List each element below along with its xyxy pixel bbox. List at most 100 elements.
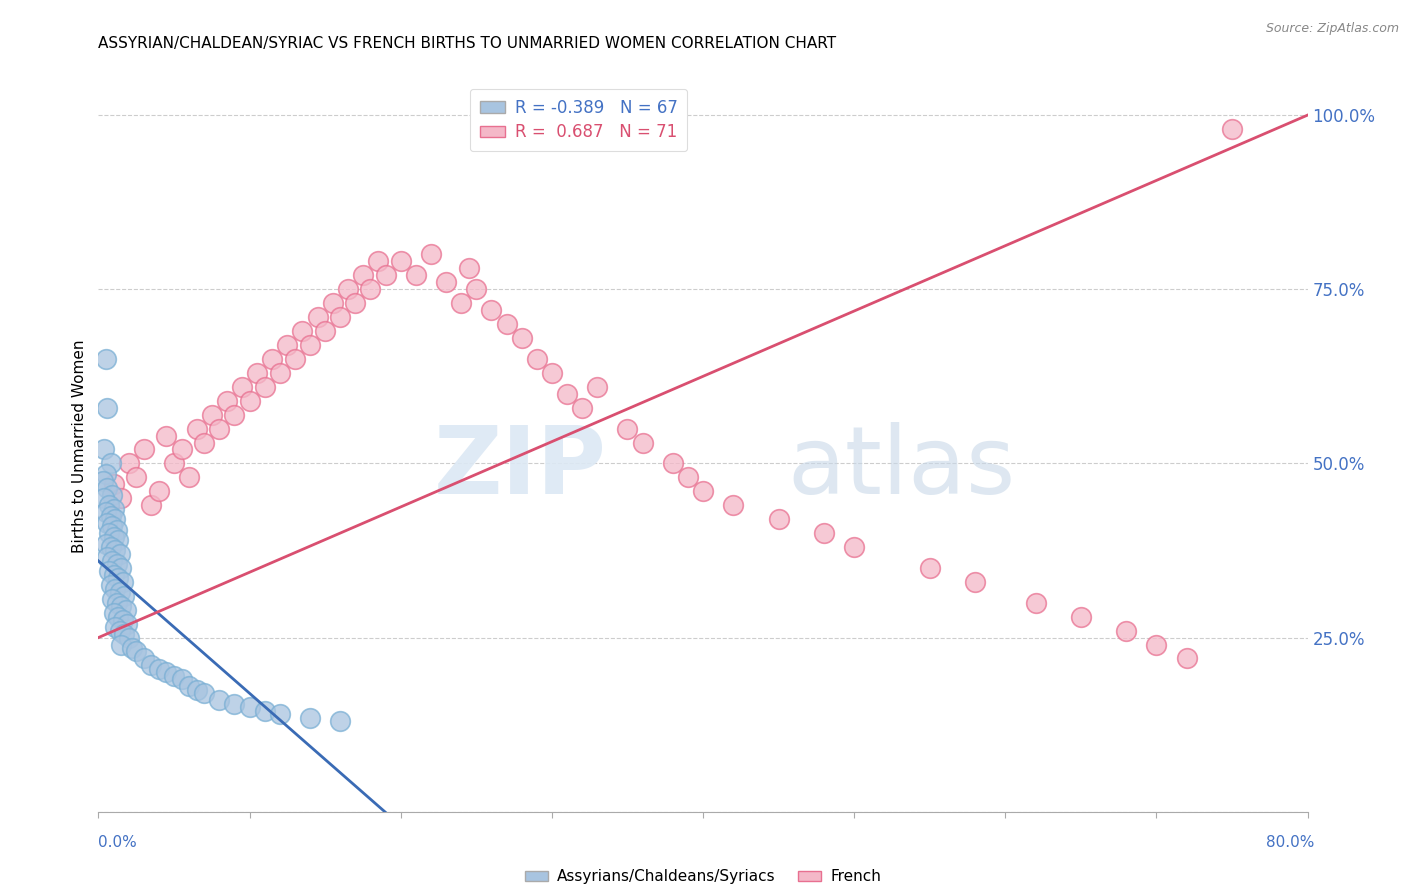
Point xyxy=(110,561,132,575)
Point xyxy=(208,693,231,707)
Point xyxy=(329,714,352,728)
Point xyxy=(555,386,578,401)
Point xyxy=(1024,596,1046,610)
Point xyxy=(179,470,201,484)
Point xyxy=(918,561,941,575)
Point xyxy=(155,428,177,442)
Point xyxy=(723,498,745,512)
Point xyxy=(115,616,138,631)
Point xyxy=(107,571,129,585)
Point xyxy=(215,393,238,408)
Point xyxy=(844,540,866,554)
Point xyxy=(104,620,127,634)
Text: 0.0%: 0.0% xyxy=(98,836,138,850)
Point xyxy=(94,536,117,550)
Point xyxy=(179,679,201,693)
Point xyxy=(262,351,284,366)
Point xyxy=(111,613,134,627)
Point xyxy=(94,351,117,366)
Point xyxy=(96,550,118,565)
Text: ASSYRIAN/CHALDEAN/SYRIAC VS FRENCH BIRTHS TO UNMARRIED WOMEN CORRELATION CHART: ASSYRIAN/CHALDEAN/SYRIAC VS FRENCH BIRTH… xyxy=(98,36,837,51)
Point xyxy=(108,547,131,561)
Point xyxy=(103,567,125,582)
Point xyxy=(98,498,121,512)
Point xyxy=(239,700,262,714)
Point xyxy=(105,558,128,572)
Point xyxy=(148,484,170,499)
Point xyxy=(141,498,163,512)
Point xyxy=(98,565,121,579)
Point xyxy=(389,254,412,268)
Point xyxy=(193,435,215,450)
Point xyxy=(121,640,143,655)
Text: ZIP: ZIP xyxy=(433,422,606,514)
Point xyxy=(107,533,129,547)
Point xyxy=(141,658,163,673)
Point xyxy=(465,282,488,296)
Point xyxy=(269,366,291,380)
Point xyxy=(284,351,307,366)
Point xyxy=(91,474,114,488)
Point xyxy=(692,484,714,499)
Point xyxy=(253,380,276,394)
Point xyxy=(1144,638,1167,652)
Text: 80.0%: 80.0% xyxy=(1267,836,1315,850)
Point xyxy=(103,501,125,516)
Point xyxy=(676,470,699,484)
Point xyxy=(155,665,177,680)
Point xyxy=(132,651,155,665)
Point xyxy=(114,603,136,617)
Point xyxy=(101,592,124,607)
Point xyxy=(148,662,170,676)
Point xyxy=(110,599,132,614)
Point xyxy=(112,627,135,641)
Point xyxy=(768,512,790,526)
Point xyxy=(125,470,148,484)
Point xyxy=(352,268,374,283)
Point xyxy=(193,686,215,700)
Point xyxy=(1070,609,1092,624)
Point xyxy=(586,380,609,394)
Point xyxy=(481,303,503,318)
Point xyxy=(96,401,118,415)
Point xyxy=(103,530,125,544)
Point xyxy=(108,624,131,638)
Point xyxy=(616,421,638,435)
Y-axis label: Births to Unmarried Women: Births to Unmarried Women xyxy=(72,339,87,553)
Point xyxy=(291,324,314,338)
Point xyxy=(118,457,141,471)
Point xyxy=(98,526,121,541)
Point xyxy=(420,247,443,261)
Point xyxy=(100,540,122,554)
Point xyxy=(201,408,224,422)
Point xyxy=(108,585,131,599)
Point xyxy=(246,366,269,380)
Point xyxy=(307,310,329,325)
Point xyxy=(125,644,148,658)
Point xyxy=(510,331,533,345)
Point xyxy=(170,673,193,687)
Point xyxy=(322,296,344,310)
Point xyxy=(526,351,548,366)
Point xyxy=(110,491,132,506)
Point xyxy=(965,574,987,589)
Point xyxy=(93,442,115,457)
Point xyxy=(540,366,562,380)
Point xyxy=(186,682,208,697)
Point xyxy=(132,442,155,457)
Point xyxy=(374,268,396,283)
Point xyxy=(336,282,359,296)
Point xyxy=(571,401,593,415)
Point xyxy=(276,338,298,352)
Point xyxy=(631,435,654,450)
Point xyxy=(100,578,122,592)
Point xyxy=(231,380,253,394)
Point xyxy=(101,554,124,568)
Point xyxy=(103,606,125,620)
Point xyxy=(360,282,382,296)
Point xyxy=(104,582,127,596)
Point xyxy=(1115,624,1137,638)
Point xyxy=(344,296,367,310)
Point xyxy=(104,512,127,526)
Point xyxy=(495,317,517,331)
